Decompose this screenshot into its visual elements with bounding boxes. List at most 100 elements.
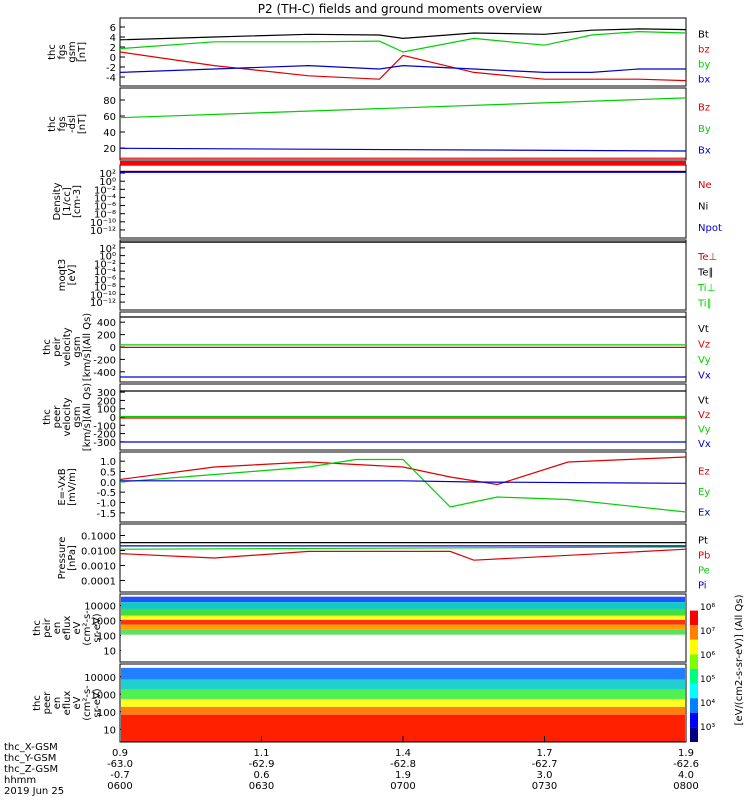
heatmap-band (121, 629, 685, 635)
series-Ez (119, 456, 687, 486)
x-tick-label: 1.9 (678, 748, 694, 759)
y-axis-label: Density[1/cc][cm-3] (52, 182, 83, 220)
x-tick-label: -62.6 (673, 759, 699, 770)
heatmap-band (121, 596, 685, 603)
y-tick-label: 10⁻⁸ (94, 283, 116, 294)
y-axis-label: moqt3[eV] (57, 259, 78, 292)
y-tick-label: 6 (110, 23, 116, 34)
y-tick-label: -0.5 (96, 488, 116, 499)
y-tick-label: 10⁰ (99, 177, 116, 188)
series-Bt (119, 28, 687, 41)
y-tick-label: -300 (93, 438, 116, 449)
legend-entry: Vy (698, 355, 711, 366)
legend-entry: Npot (698, 223, 722, 234)
y-tick-label: 10⁻¹⁰ (90, 218, 116, 229)
x-tick-label: 1.9 (395, 770, 411, 781)
y-tick-label: 10⁻⁴ (94, 193, 116, 204)
y-tick-label: 40 (103, 128, 116, 139)
heatmap-frame (119, 593, 687, 663)
legend-entry: Vt (698, 395, 709, 406)
panel-frame (119, 239, 687, 311)
y-tick-label: 0.0001 (81, 577, 116, 588)
x-tick-label: -62.9 (249, 759, 275, 770)
series-Pe (119, 546, 687, 550)
x-tick-label: 0800 (673, 781, 698, 792)
y-tick-label: 200 (97, 331, 116, 342)
series-bx (119, 64, 686, 74)
series-Bx (119, 147, 687, 152)
heatmap-band (121, 706, 685, 715)
legend-entry: Pi (698, 581, 707, 592)
legend-entry: Vy (698, 424, 711, 435)
y-axis-label: thcpeervelocitygsm[km/s](All Qs) (42, 383, 93, 451)
y-axis-label: thcpeirvelocitygsm[km/s](All Qs) (42, 313, 93, 381)
y-tick-label: 2 (110, 43, 116, 54)
heatmap-band (121, 619, 685, 625)
colorbar-swatch (690, 669, 698, 684)
colorbar-swatch (690, 625, 698, 640)
colorbar-swatch (690, 596, 698, 611)
colorbar-swatch (690, 639, 698, 655)
legend-entry: Ti⊥ (697, 283, 715, 294)
legend-entry: Pe (698, 566, 710, 577)
series-Ex (120, 480, 687, 484)
y-tick-label: 10⁻² (94, 185, 116, 196)
y-tick-label: 4 (110, 33, 116, 44)
y-tick-label: 10² (99, 169, 116, 180)
heatmap-band (121, 608, 685, 616)
series-by (119, 30, 687, 53)
heatmap-band (121, 615, 685, 620)
legend-entry: Te⊥ (697, 252, 717, 263)
y-axis-label: Pressure[nPa] (57, 537, 78, 580)
panel-frame (119, 451, 687, 523)
y-tick-label: 10 (103, 725, 116, 736)
legend-entry: Ez (698, 466, 710, 477)
y-tick-label: -4 (106, 73, 116, 84)
flag-bar (120, 161, 686, 165)
legend-entry: By (698, 124, 711, 135)
heatmap-band (121, 679, 685, 690)
panel-5: 3002001000-100-200-300thcpeervelocitygsm… (42, 383, 711, 451)
heatmap-band (121, 602, 685, 609)
heatmap-band (121, 689, 685, 700)
y-tick-label: 20 (103, 144, 116, 155)
colorbar-label: [eV/(cm2-s-sr-eV)] (All Qs) (734, 594, 745, 725)
panel-9: 10000 1000 100 10thcpeerenefluxeV(cm²-s-sr-… (32, 663, 687, 743)
colorbar-swatch (690, 610, 698, 626)
legend-entry: bz (698, 45, 710, 56)
x-tick-label: 1.1 (254, 748, 270, 759)
heatmap-band (121, 634, 685, 662)
y-tick-label: 10⁻¹⁰ (90, 290, 116, 301)
y-axis-label: thcpeirenefluxeV(cm²-s-sr-eV) (32, 610, 103, 646)
y-tick-label: -1.5 (96, 509, 116, 520)
y-tick-label: 300 (97, 388, 116, 399)
colorbar-tick: 10⁵ (700, 675, 715, 685)
y-tick-label: 100 (97, 405, 116, 416)
panel-6: 1.00.50.0-0.5-1.0-1.5 E=-VxB[mV/m] Ez Ey Ex (57, 451, 710, 523)
y-tick-label: 1000 (91, 690, 116, 701)
y-axis-label: E=-VxB[mV/m] (57, 468, 78, 506)
colorbar-swatch (690, 654, 698, 669)
x-tick-label: 1.7 (537, 748, 553, 759)
y-tick-label: 10⁻⁸ (94, 210, 116, 221)
y-tick-label: -200 (93, 355, 116, 366)
colorbar-tick: 10⁸ (700, 603, 715, 613)
legend-entry: Te∥ (697, 267, 714, 278)
y-tick-label: 10⁻¹² (90, 298, 116, 309)
y-tick-label: 0.5 (100, 468, 116, 479)
legend-entry: bx (698, 75, 710, 86)
legend-entry: Vx (698, 370, 711, 381)
colorbar-swatch (690, 683, 698, 699)
x-tick-label: -62.8 (390, 759, 416, 770)
legend-entry: Ex (698, 508, 710, 519)
colorbar-tick: 10³ (700, 723, 715, 733)
x-tick-label: 0.6 (254, 770, 270, 781)
y-tick-label: 60 (103, 112, 116, 123)
x-tick-label: 0600 (107, 781, 132, 792)
chart-title: P2 (TH-C) fields and ground moments over… (258, 2, 543, 16)
legend-entry: Pb (698, 551, 710, 562)
colorbar-tick: 10⁴ (700, 699, 715, 709)
